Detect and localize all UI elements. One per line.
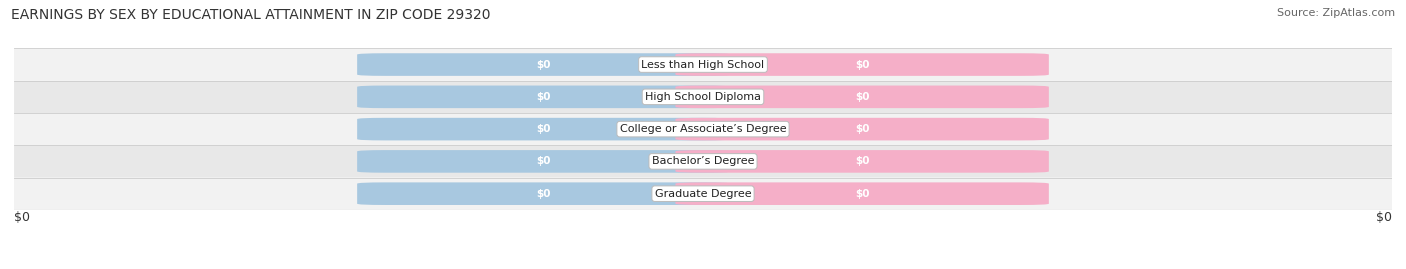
Text: Less than High School: Less than High School (641, 59, 765, 70)
FancyBboxPatch shape (675, 53, 1049, 76)
Text: $0: $0 (537, 59, 551, 70)
Text: High School Diploma: High School Diploma (645, 92, 761, 102)
FancyBboxPatch shape (675, 86, 1049, 108)
FancyBboxPatch shape (14, 113, 1392, 145)
Text: $0: $0 (537, 189, 551, 199)
FancyBboxPatch shape (357, 53, 731, 76)
FancyBboxPatch shape (357, 86, 731, 108)
Text: $0: $0 (855, 59, 869, 70)
FancyBboxPatch shape (357, 150, 731, 173)
FancyBboxPatch shape (357, 182, 731, 205)
Text: $0: $0 (537, 92, 551, 102)
Text: EARNINGS BY SEX BY EDUCATIONAL ATTAINMENT IN ZIP CODE 29320: EARNINGS BY SEX BY EDUCATIONAL ATTAINMEN… (11, 8, 491, 22)
FancyBboxPatch shape (14, 48, 1392, 81)
Text: $0: $0 (1376, 211, 1392, 224)
FancyBboxPatch shape (675, 150, 1049, 173)
Text: $0: $0 (855, 124, 869, 134)
FancyBboxPatch shape (675, 182, 1049, 205)
Text: $0: $0 (537, 124, 551, 134)
Text: $0: $0 (14, 211, 30, 224)
Text: $0: $0 (855, 156, 869, 167)
Legend: Male, Female: Male, Female (633, 264, 773, 269)
Text: College or Associate’s Degree: College or Associate’s Degree (620, 124, 786, 134)
FancyBboxPatch shape (14, 81, 1392, 113)
Text: Bachelor’s Degree: Bachelor’s Degree (652, 156, 754, 167)
FancyBboxPatch shape (14, 145, 1392, 178)
FancyBboxPatch shape (14, 178, 1392, 210)
Text: $0: $0 (855, 92, 869, 102)
FancyBboxPatch shape (357, 118, 731, 140)
Text: $0: $0 (855, 189, 869, 199)
Text: Source: ZipAtlas.com: Source: ZipAtlas.com (1277, 8, 1395, 18)
Text: $0: $0 (537, 156, 551, 167)
FancyBboxPatch shape (675, 118, 1049, 140)
Text: Graduate Degree: Graduate Degree (655, 189, 751, 199)
